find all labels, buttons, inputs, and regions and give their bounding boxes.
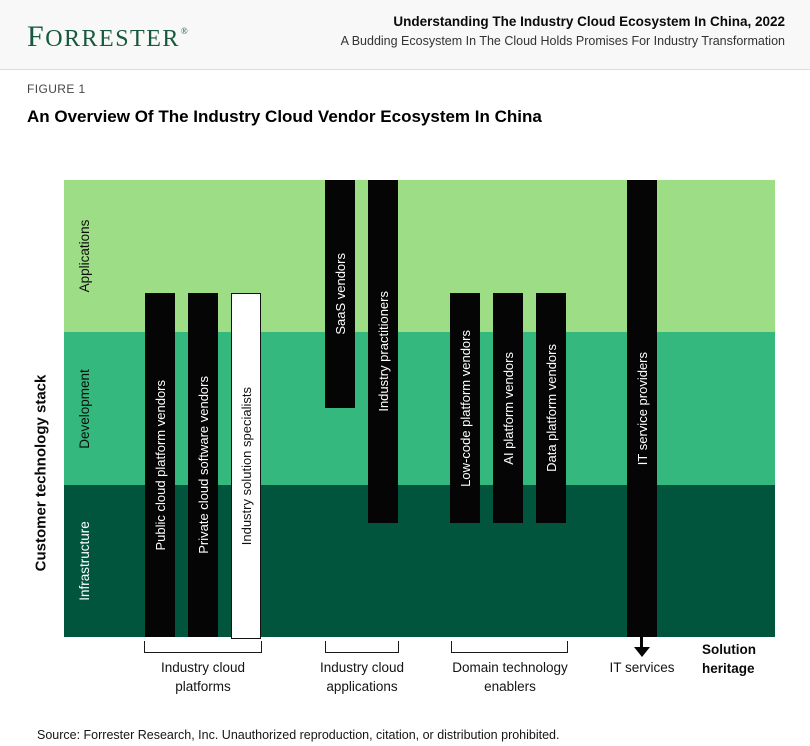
registered-mark-icon: ® — [180, 26, 190, 36]
group-bracket-industry-cloud-platforms — [144, 641, 262, 653]
group-label-industry-cloud-platforms: Industry cloud platforms — [160, 660, 246, 694]
report-title-block: Understanding The Industry Cloud Ecosyst… — [341, 14, 785, 48]
group-label-it-services: IT services — [609, 660, 675, 675]
report-title: Understanding The Industry Cloud Ecosyst… — [393, 14, 785, 29]
down-arrow-icon — [640, 637, 643, 648]
report-subtitle: A Budding Ecosystem In The Cloud Holds P… — [340, 34, 785, 48]
vendor-bar-it-service-providers: IT service providers — [627, 180, 657, 637]
y-axis-label: Customer technology stack — [32, 374, 50, 572]
report-header: FORRESTER® Understanding The Industry Cl… — [0, 0, 810, 70]
forrester-logo: FORRESTER® — [27, 20, 190, 53]
vendor-bar-saas-vendors: SaaS vendors — [325, 180, 355, 408]
ecosystem-diagram: Applications Development Infrastructure … — [64, 180, 775, 639]
band-label-applications: Applications — [77, 219, 92, 293]
band-label-infrastructure: Infrastructure — [77, 521, 92, 601]
vendor-bar-low-code-platform-vendors: Low-code platform vendors — [450, 293, 480, 523]
vendor-bar-public-cloud-platform-vendors: Public cloud platform vendors — [145, 293, 175, 637]
figure-title: An Overview Of The Industry Cloud Vendor… — [27, 107, 542, 126]
vendor-bar-private-cloud-software-vendors: Private cloud software vendors — [188, 293, 218, 637]
vendor-bar-industry-practitioners: Industry practitioners — [368, 180, 398, 523]
group-bracket-industry-cloud-applications — [325, 641, 399, 653]
logo-text: F — [27, 20, 46, 53]
band-label-development: Development — [77, 368, 92, 449]
vendor-bar-data-platform-vendors: Data platform vendors — [536, 293, 566, 523]
figure-number: FIGURE 1 — [27, 82, 86, 96]
group-bracket-domain-technology-enablers — [451, 641, 568, 653]
vendor-bar-ai-platform-vendors: AI platform vendors — [493, 293, 523, 523]
vendor-bar-industry-solution-specialists: Industry solution specialists — [231, 293, 261, 639]
x-axis-label-solution-heritage: Solution heritage — [702, 642, 756, 676]
group-label-domain-technology-enablers: Domain technology enablers — [452, 660, 568, 694]
group-label-industry-cloud-applications: Industry cloud applications — [319, 660, 405, 694]
down-arrow-head-icon — [634, 647, 650, 657]
source-attribution: Source: Forrester Research, Inc. Unautho… — [37, 728, 560, 742]
